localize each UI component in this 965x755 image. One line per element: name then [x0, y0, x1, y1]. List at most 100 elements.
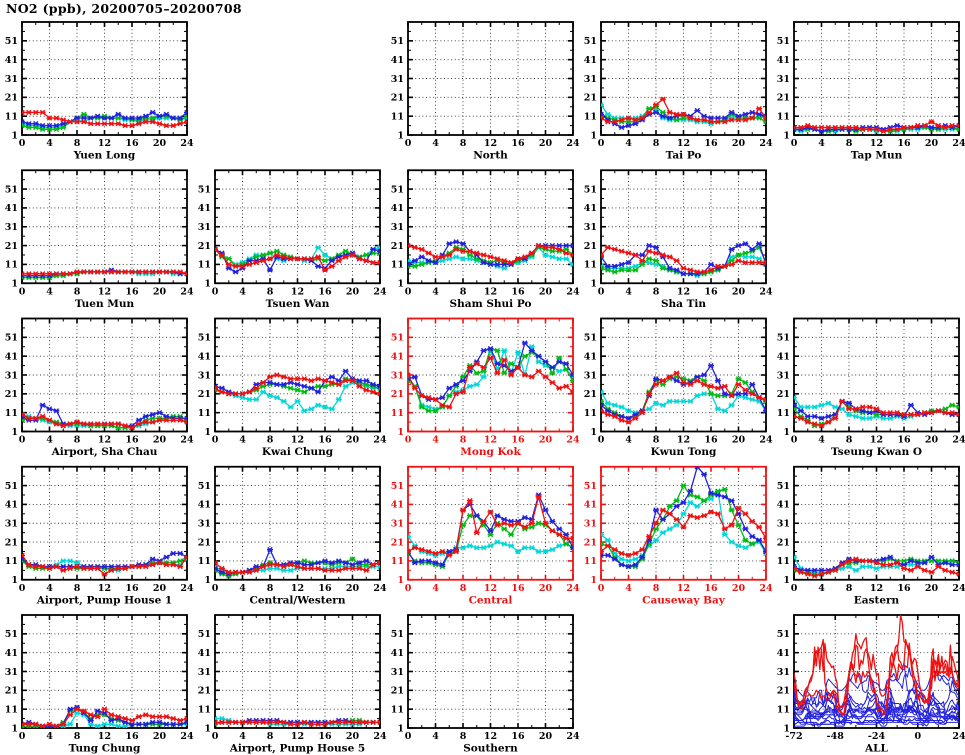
svg-text:21: 21 [391, 389, 404, 400]
plot-frame [21, 465, 188, 581]
svg-text:1: 1 [397, 723, 404, 734]
svg-text:8: 8 [846, 583, 853, 594]
svg-text:11: 11 [5, 111, 18, 122]
series-group [408, 239, 573, 271]
gridlines [215, 615, 380, 728]
axis-ticks [407, 170, 574, 285]
svg-text:12: 12 [98, 583, 111, 594]
svg-text:0: 0 [791, 138, 798, 149]
gridlines [22, 170, 187, 284]
svg-text:4: 4 [46, 286, 53, 297]
svg-text:4: 4 [46, 583, 53, 594]
svg-text:12: 12 [870, 138, 883, 149]
svg-text:12: 12 [291, 583, 304, 594]
svg-text:8: 8 [460, 138, 467, 149]
svg-text:4: 4 [625, 286, 632, 297]
svg-text:20: 20 [539, 435, 553, 446]
plot-frame [21, 317, 188, 433]
svg-text:24: 24 [952, 731, 965, 742]
series-group [22, 550, 187, 577]
svg-text:51: 51 [391, 629, 404, 640]
gridlines [408, 318, 573, 432]
svg-text:1: 1 [11, 723, 18, 734]
svg-text:31: 31 [198, 222, 211, 233]
plot-frame [21, 614, 188, 729]
svg-text:1: 1 [783, 427, 790, 438]
series-group [601, 96, 766, 131]
svg-text:11: 11 [5, 556, 18, 567]
svg-text:4: 4 [46, 731, 53, 742]
svg-text:24: 24 [566, 435, 580, 446]
svg-text:31: 31 [198, 370, 211, 381]
svg-text:21: 21 [5, 93, 18, 104]
svg-text:11: 11 [5, 408, 18, 419]
svg-text:0: 0 [405, 138, 412, 149]
svg-text:21: 21 [198, 241, 211, 252]
svg-text:4: 4 [239, 731, 246, 742]
series-group [794, 615, 959, 727]
plot-title: Eastern [854, 594, 900, 606]
svg-text:11: 11 [391, 704, 404, 715]
svg-text:21: 21 [198, 686, 211, 697]
svg-text:8: 8 [653, 583, 660, 594]
svg-text:11: 11 [584, 260, 597, 271]
svg-text:31: 31 [777, 519, 790, 530]
svg-text:51: 51 [5, 481, 18, 492]
svg-text:12: 12 [484, 138, 497, 149]
svg-text:4: 4 [46, 138, 53, 149]
series-group [794, 394, 959, 429]
svg-text:0: 0 [405, 731, 412, 742]
series-group [215, 368, 380, 414]
svg-text:24: 24 [373, 286, 387, 297]
svg-text:16: 16 [511, 731, 525, 742]
svg-text:31: 31 [391, 370, 404, 381]
svg-text:8: 8 [267, 583, 274, 594]
svg-text:20: 20 [346, 286, 360, 297]
svg-text:24: 24 [373, 583, 387, 594]
svg-text:4: 4 [432, 286, 439, 297]
plot-title: Mong Kok [460, 446, 521, 458]
svg-text:24: 24 [952, 583, 965, 594]
svg-text:41: 41 [584, 500, 597, 511]
svg-text:20: 20 [925, 435, 939, 446]
plot-title: Causeway Bay [642, 594, 726, 606]
svg-text:0: 0 [598, 435, 605, 446]
svg-text:4: 4 [239, 435, 246, 446]
svg-text:31: 31 [198, 667, 211, 678]
svg-text:12: 12 [484, 435, 497, 446]
svg-text:24: 24 [566, 286, 580, 297]
svg-text:41: 41 [777, 351, 790, 362]
svg-text:41: 41 [5, 351, 18, 362]
svg-text:12: 12 [677, 583, 690, 594]
svg-text:20: 20 [732, 435, 746, 446]
gridlines [22, 615, 187, 728]
plot-title: ALL [864, 743, 889, 755]
svg-text:0: 0 [212, 286, 219, 297]
svg-text:16: 16 [125, 731, 139, 742]
svg-text:12: 12 [484, 583, 497, 594]
plot-frame [214, 465, 381, 581]
svg-text:21: 21 [584, 241, 597, 252]
svg-text:21: 21 [777, 537, 790, 548]
svg-text:24: 24 [180, 731, 194, 742]
svg-text:51: 51 [5, 629, 18, 640]
svg-text:21: 21 [584, 389, 597, 400]
svg-text:16: 16 [511, 286, 525, 297]
svg-text:1: 1 [11, 427, 18, 438]
svg-text:24: 24 [759, 286, 773, 297]
svg-text:51: 51 [5, 36, 18, 47]
svg-text:20: 20 [346, 583, 360, 594]
svg-text:21: 21 [777, 93, 790, 104]
svg-text:0: 0 [598, 286, 605, 297]
svg-text:41: 41 [391, 351, 404, 362]
plot-frame [21, 169, 188, 285]
